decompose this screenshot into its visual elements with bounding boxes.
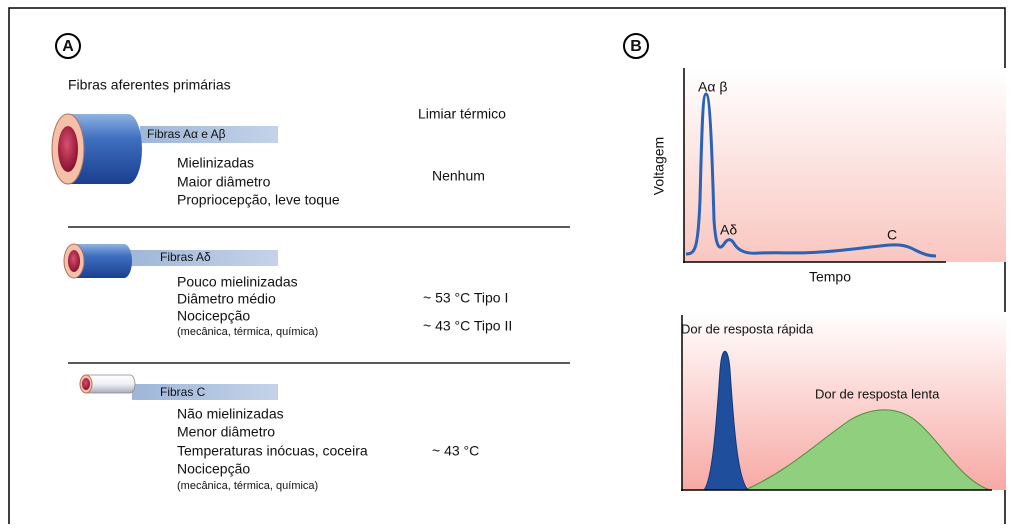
fiber-property: (mecânica, térmica, química) xyxy=(177,326,318,338)
panel-badge xyxy=(623,33,649,59)
curve-label: Dor de resposta rápida xyxy=(681,321,814,336)
fiber-icon xyxy=(79,374,278,400)
fiber-icon xyxy=(51,113,278,185)
axis-label: Tempo xyxy=(809,269,851,285)
panel-badge xyxy=(55,33,81,59)
fiber-property: (mecânica, térmica, química) xyxy=(177,480,318,492)
fiber-property: Propriocepção, leve toque xyxy=(177,192,340,208)
panel-label: B xyxy=(630,38,642,55)
threshold: ~ 53 °C Tipo I xyxy=(423,290,508,306)
threshold: ~ 43 °C Tipo II xyxy=(423,318,512,334)
fiber-icon xyxy=(63,243,278,279)
threshold: ~ 43 °C xyxy=(432,443,479,459)
plot-background xyxy=(684,68,1006,262)
peak-label: C xyxy=(887,227,897,243)
fast-pain-curve xyxy=(702,350,750,491)
fiber-property: Mielinizadas xyxy=(177,155,254,171)
fiber-property: Nocicepção xyxy=(177,461,250,477)
column-header: Limiar térmico xyxy=(418,106,506,122)
fiber-name: Fibras Aα e Aβ xyxy=(147,127,226,141)
panel-label: A xyxy=(62,38,74,55)
fiber-name: Fibras C xyxy=(160,385,206,399)
fiber-property: Maior diâmetro xyxy=(177,174,271,190)
fiber-property: Diâmetro médio xyxy=(177,291,276,307)
curve-label: Dor de resposta lenta xyxy=(815,386,940,401)
threshold: Nenhum xyxy=(432,168,485,184)
signal-curve xyxy=(685,92,937,258)
frame xyxy=(8,7,1006,529)
slow-pain-curve xyxy=(744,409,991,491)
fiber-property: Não mielinizadas xyxy=(177,406,284,422)
peak-label: Aα β xyxy=(698,79,727,95)
fiber-property: Temperaturas inócuas, coceira xyxy=(177,443,368,459)
fiber-property: Nocicepção xyxy=(177,308,250,324)
fiber-property: Pouco mielinizadas xyxy=(177,274,298,290)
section-title: Fibras aferentes primárias xyxy=(68,77,231,93)
fiber-property: Menor diâmetro xyxy=(177,424,275,440)
peak-label: Aδ xyxy=(720,222,737,238)
axis-label: Voltagem xyxy=(651,137,667,195)
fiber-name: Fibras Aδ xyxy=(160,250,211,264)
